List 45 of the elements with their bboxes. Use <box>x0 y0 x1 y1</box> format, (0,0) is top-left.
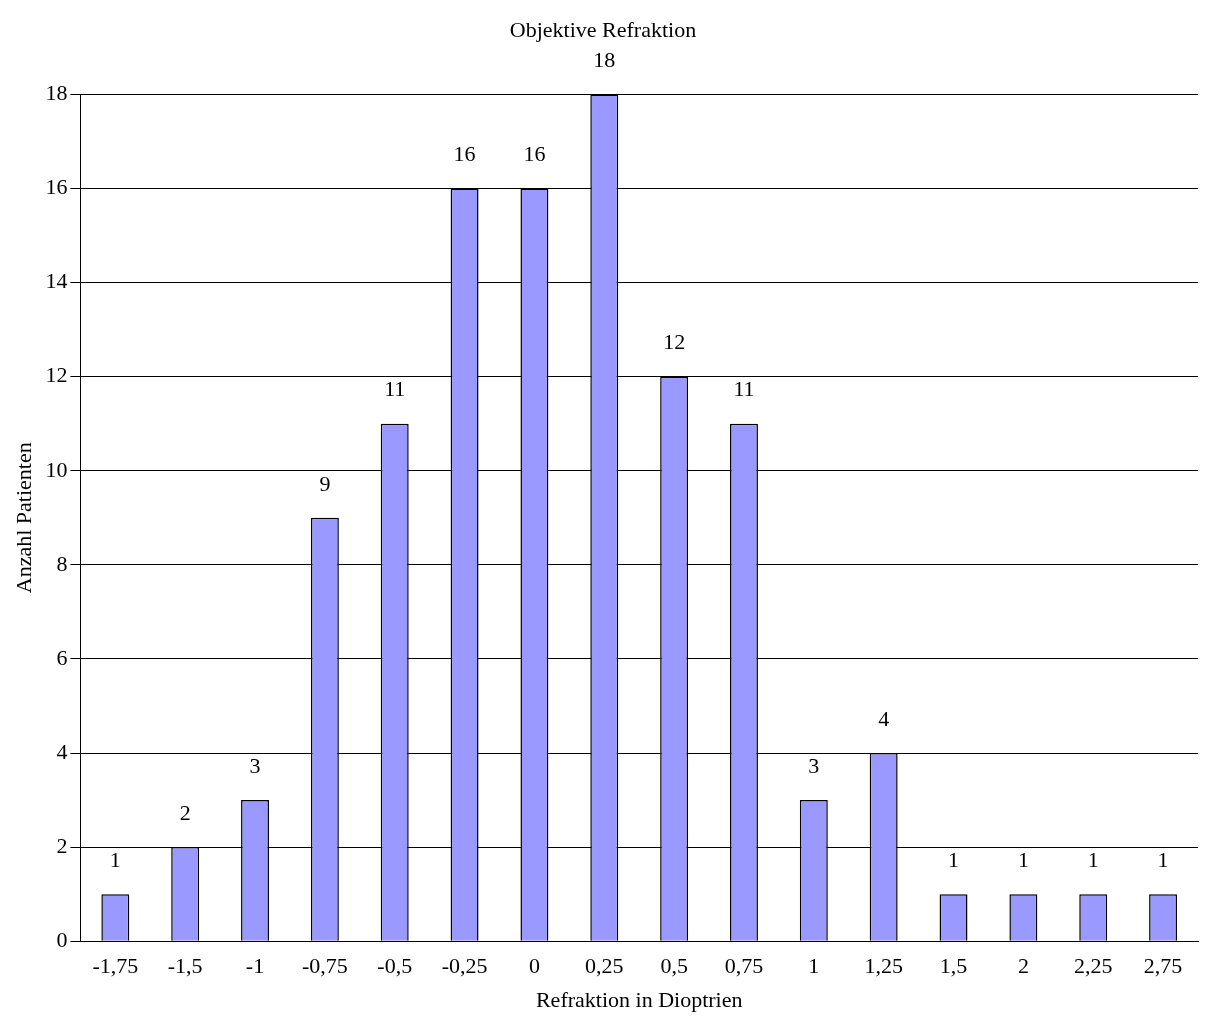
y-axis-title: Anzahl Patienten <box>10 442 36 594</box>
y-tick-label: 6 <box>56 644 68 670</box>
y-tick-label: 2 <box>56 832 68 858</box>
data-label: 1 <box>948 846 960 872</box>
chart-title: Objektive Refraktion <box>509 16 697 42</box>
x-tick-label: 0 <box>528 953 540 979</box>
x-tick-label: -0,75 <box>301 953 348 979</box>
x-axis-title: Refraktion in Dioptrien <box>535 986 743 1012</box>
y-tick-label: 18 <box>45 80 68 106</box>
x-tick-label: -1,5 <box>167 953 203 979</box>
x-tick-label: 1,5 <box>939 953 968 979</box>
data-label: 12 <box>663 329 686 355</box>
data-label: 2 <box>179 799 191 825</box>
y-tick-label: 12 <box>45 362 68 388</box>
x-tick-label: 2 <box>1017 953 1029 979</box>
x-tick-label: 0,25 <box>585 953 624 979</box>
y-tick-label: 16 <box>45 174 68 200</box>
data-label: 1 <box>109 846 121 872</box>
data-label: 3 <box>249 752 261 778</box>
data-label: 16 <box>453 141 476 167</box>
y-tick-label: 14 <box>45 268 68 294</box>
x-tick-label: -0,5 <box>377 953 413 979</box>
x-tick-label: 0,5 <box>660 953 688 979</box>
y-tick-label: 4 <box>56 738 68 764</box>
data-label: 4 <box>878 705 890 731</box>
x-tick-label: -0,25 <box>441 953 488 979</box>
x-tick-label: 2,75 <box>1143 953 1183 979</box>
x-tick-label: -1 <box>245 953 265 979</box>
data-label: 1 <box>1017 846 1029 872</box>
x-tick-label: 1 <box>808 953 820 979</box>
x-tick-label: 2,25 <box>1073 953 1113 979</box>
x-tick-label: -1,75 <box>92 953 139 979</box>
y-tick-label: 0 <box>56 926 68 952</box>
data-label: 3 <box>808 752 820 778</box>
y-tick-label: 10 <box>45 456 68 482</box>
data-label: 1 <box>1087 846 1099 872</box>
y-tick-label: 8 <box>56 550 68 576</box>
data-label: 11 <box>384 376 406 402</box>
x-tick-label: 0,75 <box>724 953 764 979</box>
data-label: 1 <box>1157 846 1169 872</box>
data-label: 16 <box>523 141 546 167</box>
data-label: 11 <box>733 376 755 402</box>
data-label: 18 <box>593 47 616 73</box>
data-label: 9 <box>319 470 331 496</box>
x-tick-label: 1,25 <box>864 953 903 979</box>
